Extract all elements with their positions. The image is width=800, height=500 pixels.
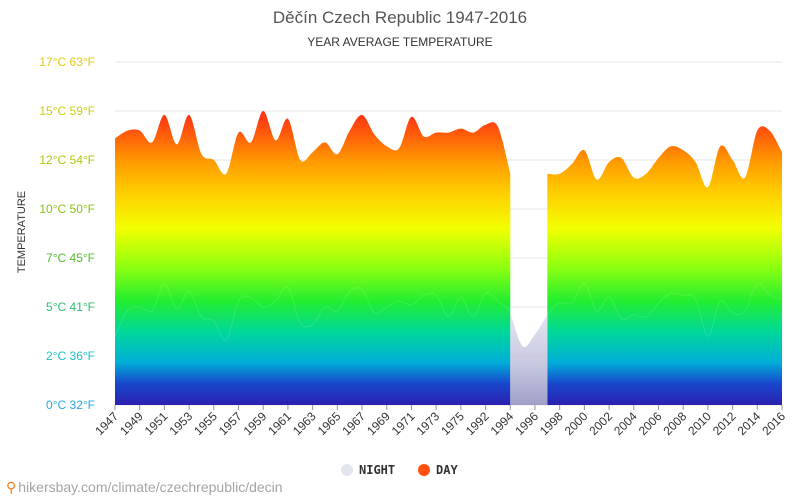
x-tick-label: 1969 <box>364 409 393 438</box>
location-pin-icon: ⚲ <box>6 479 17 495</box>
x-tick-label: 2008 <box>661 409 690 438</box>
y-tick-label: 15°C 59°F <box>39 104 95 118</box>
x-tick-label: 1998 <box>537 409 566 438</box>
y-tick-label: 7°C 45°F <box>46 251 95 265</box>
x-tick-label: 1957 <box>216 409 245 438</box>
x-tick-label: 1955 <box>191 409 220 438</box>
x-tick-label: 1996 <box>512 409 541 438</box>
y-axis-label: TEMPERATURE <box>16 191 28 273</box>
y-tick-label: 12°C 54°F <box>39 153 95 167</box>
legend-day[interactable]: DAY <box>418 463 458 477</box>
x-tick-label: 1973 <box>413 409 442 438</box>
x-tick-label: 1947 <box>92 409 121 438</box>
x-tick-label: 1967 <box>339 409 368 438</box>
source-text: hikersbay.com/climate/czechrepublic/deci… <box>18 479 283 495</box>
legend-night[interactable]: NIGHT <box>341 463 395 477</box>
day-area <box>115 110 511 405</box>
x-tick-label: 2004 <box>611 409 640 438</box>
x-tick-label: 1965 <box>315 409 344 438</box>
x-tick-label: 1992 <box>463 409 492 438</box>
chart-title: Děčín Czech Republic 1947-2016 <box>272 8 528 27</box>
x-tick-label: 1953 <box>166 409 195 438</box>
legend-day-marker <box>418 464 430 476</box>
day-series <box>115 110 782 405</box>
x-tick-label: 1951 <box>142 409 171 438</box>
y-tick-label: 0°C 32°F <box>46 398 95 412</box>
x-tick-label: 1949 <box>117 409 146 438</box>
chart-subtitle: YEAR AVERAGE TEMPERATURE <box>307 35 493 49</box>
x-tick-label: 2014 <box>735 409 764 438</box>
source-link[interactable]: ⚲ hikersbay.com/climate/czechrepublic/dec… <box>6 479 283 496</box>
x-tick-label: 2000 <box>562 409 591 438</box>
x-tick-label: 2006 <box>636 409 665 438</box>
x-tick-label: 1959 <box>241 409 270 438</box>
x-tick-label: 1961 <box>265 409 294 438</box>
x-axis-ticks: 1947194919511953195519571959196119631965… <box>92 405 788 438</box>
x-tick-label: 2016 <box>759 409 788 438</box>
night-series <box>114 282 783 405</box>
x-tick-label: 1994 <box>488 409 517 438</box>
y-tick-label: 10°C 50°F <box>39 202 95 216</box>
y-tick-label: 2°C 36°F <box>46 349 95 363</box>
night-line <box>114 282 783 348</box>
legend-day-label: DAY <box>436 463 458 477</box>
y-tick-label: 17°C 63°F <box>39 55 95 69</box>
y-tick-label: 5°C 41°F <box>46 300 95 314</box>
x-tick-label: 2012 <box>710 409 739 438</box>
night-area <box>510 312 548 405</box>
legend-night-label: NIGHT <box>359 463 396 477</box>
x-tick-label: 2010 <box>685 409 714 438</box>
legend-night-marker <box>341 464 353 476</box>
day-area <box>547 126 782 405</box>
x-tick-label: 1975 <box>438 409 467 438</box>
x-tick-label: 1971 <box>389 409 418 438</box>
y-axis-ticks: 0°C 32°F 2°C 36°F 5°C 41°F 7°C 45°F 10°C 50°… <box>39 55 95 412</box>
x-tick-label: 1963 <box>290 409 319 438</box>
x-tick-label: 2002 <box>586 409 615 438</box>
